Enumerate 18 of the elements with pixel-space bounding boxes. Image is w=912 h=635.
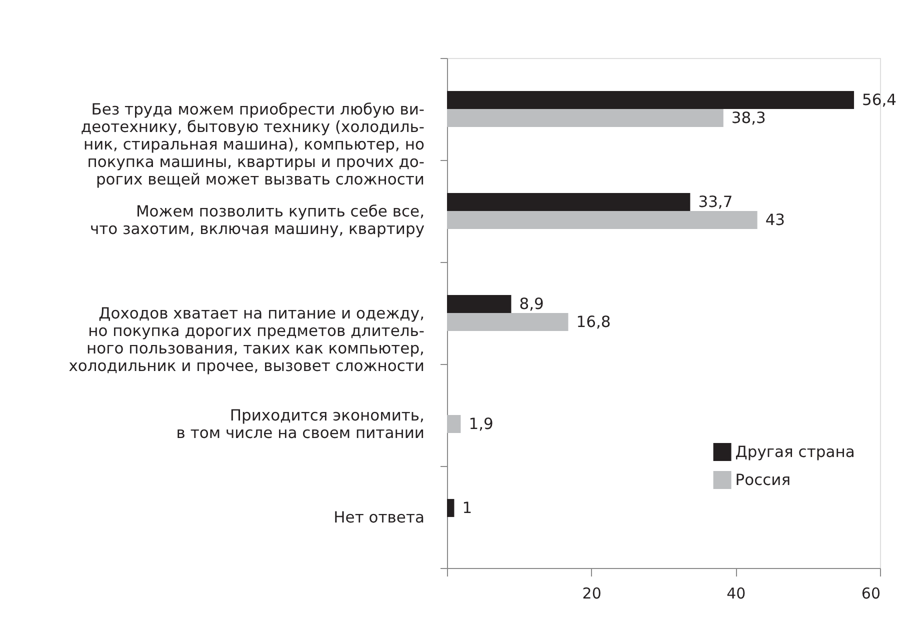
x-tick-label: 20 (582, 584, 602, 602)
data-label: 1,9 (468, 415, 494, 434)
y-tick-label: Доходов хватает на питание и одежду, но покупка дорогих предметов длитель- ного пользования, таких как компьютер, холодильник и прочее, вызовет сложности (68, 304, 424, 375)
data-label: 38,3 (731, 109, 766, 128)
data-label: 16,8 (576, 313, 611, 332)
legend-label: Россия (735, 471, 791, 490)
data-label: 33,7 (698, 192, 733, 211)
x-tick-label: 60 (861, 584, 880, 602)
y-tick-label: Приходится экономить, в том числе на своем питании (176, 406, 424, 442)
y-tick-label: Без труда можем приобрести любую ви- деотехнику, бытовую технику (холодиль- ник, стиральная машина), компьютер, но покупка машины, квартиры и прочих до- рогих вещей может вызвать сложности (80, 100, 424, 188)
data-label: 8,9 (519, 294, 544, 313)
legend-label: Другая страна (735, 443, 855, 462)
y-tick-label: Нет ответа (334, 508, 424, 526)
data-label: 56,4 (862, 90, 897, 109)
x-tick-label: 40 (726, 584, 746, 602)
y-tick-label: Можем позволить купить себе все, что захотим, включая машину, квартиру (90, 202, 424, 238)
data-label: 1 (462, 498, 472, 517)
data-label: 43 (765, 211, 786, 230)
